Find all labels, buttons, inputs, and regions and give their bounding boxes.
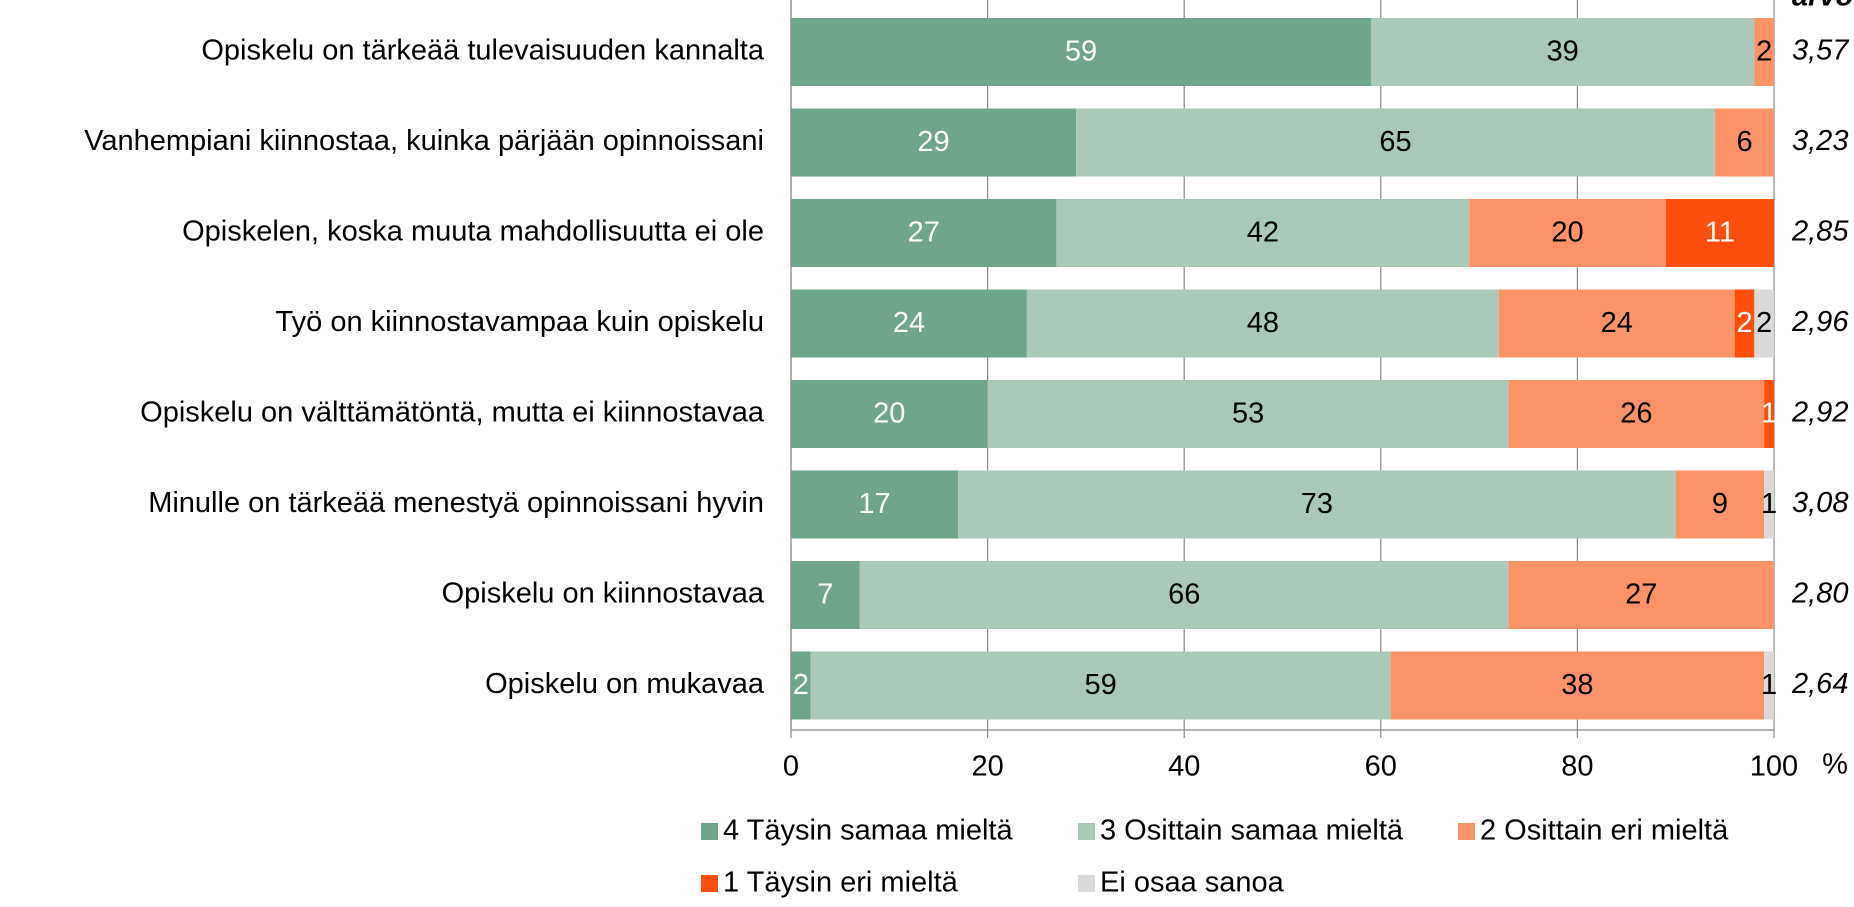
bar-segment — [1734, 289, 1755, 358]
category-label: Opiskelu on välttämätöntä, mutta ei kiin… — [140, 397, 765, 429]
bar-segment — [1665, 199, 1774, 267]
x-tick-label: 80 — [1561, 751, 1593, 783]
bar-segment — [1469, 199, 1666, 267]
data-label: 24 — [1601, 307, 1633, 339]
bar-segment — [791, 470, 959, 539]
bar-segment — [1754, 18, 1774, 86]
data-label: 59 — [1065, 36, 1097, 68]
data-label: 1 — [1761, 669, 1777, 701]
data-label: 27 — [1625, 579, 1657, 611]
data-label: 26 — [1620, 398, 1652, 430]
category-label: Vanhempiani kiinnostaa, kuinka pärjään o… — [84, 125, 764, 157]
bar-segment — [1498, 289, 1735, 358]
bar-segment — [791, 18, 1371, 86]
data-label: 48 — [1247, 307, 1279, 339]
data-label: 73 — [1301, 488, 1333, 520]
bar-segment — [987, 380, 1509, 448]
bar-segment — [1370, 18, 1755, 86]
bar-segment — [810, 651, 1391, 720]
bar-segment — [1715, 108, 1774, 177]
legend-label: 1 Täysin eri mieltä — [723, 867, 959, 899]
mean-value: 2,64 — [1791, 668, 1848, 700]
x-tick-label: 100 — [1750, 751, 1798, 783]
mean-value: 3,23 — [1792, 125, 1848, 157]
data-label: 9 — [1712, 488, 1728, 520]
data-label: 65 — [1379, 126, 1411, 158]
category-label: Opiskelu on mukavaa — [485, 668, 765, 700]
bar-segment — [791, 199, 1057, 267]
legend-swatch — [701, 823, 718, 840]
data-label: 29 — [917, 126, 949, 158]
data-label: 7 — [817, 579, 833, 611]
bar-segment — [1675, 470, 1765, 539]
x-tick-label: 20 — [971, 751, 1003, 783]
bar-segment — [1508, 380, 1765, 448]
legend-swatch — [701, 875, 718, 892]
legend-label: Ei osaa sanoa — [1100, 867, 1285, 899]
data-label: 2 — [1756, 307, 1772, 339]
legend-swatch — [1078, 823, 1095, 840]
bar-segment — [1764, 380, 1774, 448]
mean-value: 2,92 — [1791, 397, 1848, 429]
data-label: 39 — [1547, 36, 1579, 68]
bar-segment — [1056, 199, 1470, 267]
bar-segment — [1076, 108, 1716, 177]
data-label: 2 — [1736, 307, 1752, 339]
data-label: 59 — [1085, 669, 1117, 701]
mean-value: 2,96 — [1791, 306, 1849, 338]
mean-value: 2,80 — [1791, 578, 1848, 610]
mean-value: 2,85 — [1791, 216, 1849, 248]
bar-segment — [1764, 470, 1774, 539]
category-label: Opiskelen, koska muuta mahdollisuutta ei… — [182, 216, 764, 248]
category-label: Työ on kiinnostavampaa kuin opiskelu — [276, 306, 764, 338]
data-label: 1 — [1761, 398, 1777, 430]
data-label: 2 — [793, 669, 809, 701]
category-label: Minulle on tärkeää menestyä opinnoissani… — [148, 487, 764, 519]
x-tick-label: 60 — [1365, 751, 1397, 783]
legend-label: 4 Täysin samaa mieltä — [723, 815, 1013, 847]
data-label: 20 — [1551, 217, 1583, 249]
legend-label: 3 Osittain samaa mieltä — [1100, 815, 1404, 847]
data-label: 1 — [1761, 488, 1777, 520]
bar-segment — [1508, 561, 1774, 629]
mean-header: arvo — [1792, 0, 1853, 13]
x-tick-label: 40 — [1168, 751, 1200, 783]
category-label: Opiskelu on kiinnostavaa — [442, 578, 765, 610]
data-label: 27 — [908, 217, 940, 249]
bar-segment — [1764, 651, 1774, 720]
data-label: 6 — [1736, 126, 1752, 158]
mean-value: 3,08 — [1792, 487, 1848, 519]
bar-segment — [1026, 289, 1499, 358]
bar-segment — [1390, 651, 1765, 720]
legend-swatch — [1458, 823, 1475, 840]
bar-segment — [791, 289, 1027, 358]
x-tick-label: 0 — [783, 751, 799, 783]
data-label: 42 — [1247, 217, 1279, 249]
category-label: Opiskelu on tärkeää tulevaisuuden kannal… — [201, 35, 765, 67]
data-label: 66 — [1168, 579, 1200, 611]
data-label: 2 — [1756, 36, 1772, 68]
bar-segment — [791, 651, 811, 720]
bar-segment — [958, 470, 1676, 539]
mean-value: 3,57 — [1792, 35, 1850, 67]
legend-label: 2 Osittain eri mieltä — [1480, 815, 1729, 847]
bar-segment — [791, 108, 1077, 177]
bar-segment — [859, 561, 1509, 629]
legend-swatch — [1078, 875, 1095, 892]
data-label: 11 — [1705, 217, 1735, 249]
bar-segment — [1754, 289, 1774, 358]
data-label: 24 — [893, 307, 925, 339]
data-label: 53 — [1232, 398, 1264, 430]
bar-segment — [791, 561, 860, 629]
data-label: 20 — [873, 398, 905, 430]
data-label: 38 — [1561, 669, 1593, 701]
data-label: 17 — [858, 488, 890, 520]
x-unit: % — [1822, 749, 1848, 781]
bar-segment — [791, 380, 988, 448]
